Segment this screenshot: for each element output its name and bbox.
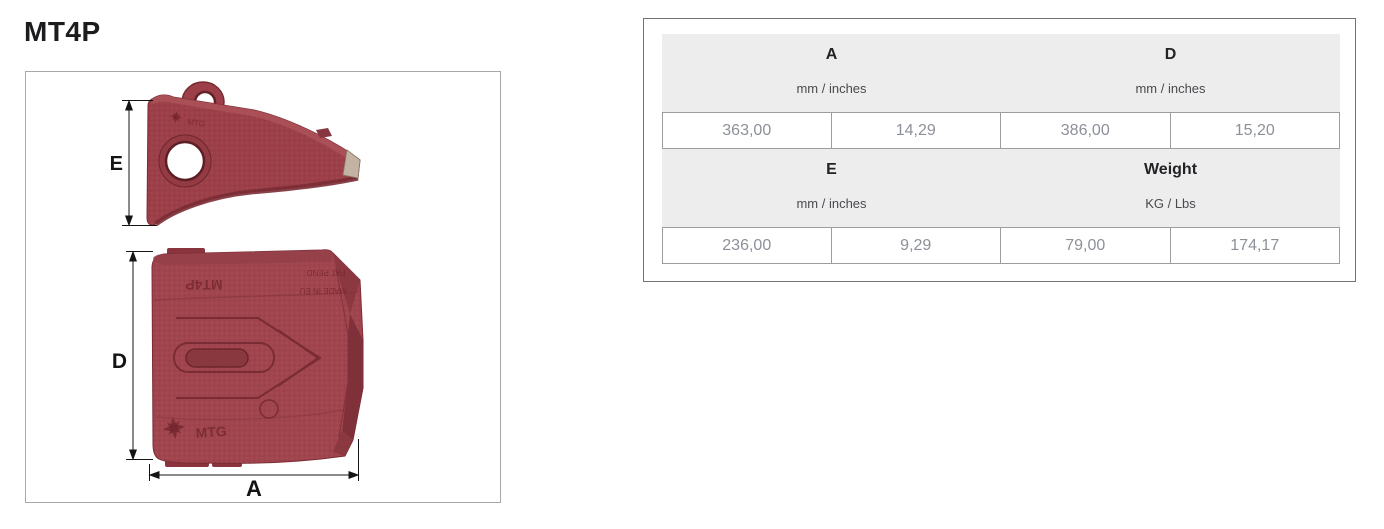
value-a-mm: 363,00 <box>662 112 832 149</box>
value-d-inches: 15,20 <box>1170 112 1340 149</box>
weight-header: Weight <box>1143 161 1198 178</box>
value-e-inches: 9,29 <box>831 227 1001 264</box>
dim-a-unit: mm / inches <box>796 81 867 96</box>
value-a-inches: 14,29 <box>831 112 1001 149</box>
model-engraving: MT4P <box>185 277 222 293</box>
dim-e-header: E <box>826 161 837 178</box>
value-e-mm: 236,00 <box>662 227 832 264</box>
part-side-view: MTG <box>146 81 361 226</box>
pat-pend-engraving: PAT PEND <box>306 268 345 277</box>
dim-d-header: D <box>1164 46 1177 63</box>
part-top-view: MT4P PAT PEND MADE IN EU MTG <box>151 248 364 467</box>
header-cell-d: D mm / inches <box>1001 34 1340 112</box>
dimension-d-label: D <box>112 350 127 373</box>
product-drawing-panel: MTG E <box>25 71 501 503</box>
part-drawing: MTG E <box>110 81 364 501</box>
side-brand-engraving: MTG <box>187 117 206 129</box>
header-cell-a: A mm / inches <box>662 34 1001 112</box>
header-cell-weight: Weight KG / Lbs <box>1001 149 1340 227</box>
dimension-d <box>126 250 153 461</box>
brand-logo-icon <box>163 417 185 439</box>
dim-a-header: A <box>825 46 838 63</box>
slot-detail <box>185 348 249 368</box>
dimension-e <box>122 99 157 227</box>
spec-value-row-2: 236,00 9,29 79,00 174,17 <box>662 227 1340 264</box>
spec-table: A mm / inches D mm / inches 363,00 14,29… <box>662 34 1340 264</box>
header-cell-e: E mm / inches <box>662 149 1001 227</box>
made-in-engraving: MADE IN EU <box>299 286 346 295</box>
chevron-detail <box>176 317 322 399</box>
page-title: MT4P <box>24 16 101 47</box>
dimension-a <box>148 439 360 481</box>
spec-header-row-1: A mm / inches D mm / inches <box>662 34 1340 112</box>
value-weight-lbs: 174,17 <box>1170 227 1340 264</box>
brand-logo-icon <box>170 111 182 123</box>
pin-hole <box>164 140 206 182</box>
bottom-brand-engraving: MTG <box>195 423 227 441</box>
dim-d-unit: mm / inches <box>1135 81 1206 96</box>
tooth-tip <box>342 149 361 179</box>
value-d-mm: 386,00 <box>1001 112 1171 149</box>
spec-header-row-2: E mm / inches Weight KG / Lbs <box>662 149 1340 227</box>
dimension-e-label: E <box>110 153 123 175</box>
dimension-a-label: A <box>246 476 262 501</box>
spec-value-row-1: 363,00 14,29 386,00 15,20 <box>662 112 1340 149</box>
dim-e-unit: mm / inches <box>796 196 867 211</box>
value-weight-kg: 79,00 <box>1001 227 1171 264</box>
spec-panel: A mm / inches D mm / inches 363,00 14,29… <box>643 18 1356 282</box>
weight-unit: KG / Lbs <box>1145 196 1196 211</box>
